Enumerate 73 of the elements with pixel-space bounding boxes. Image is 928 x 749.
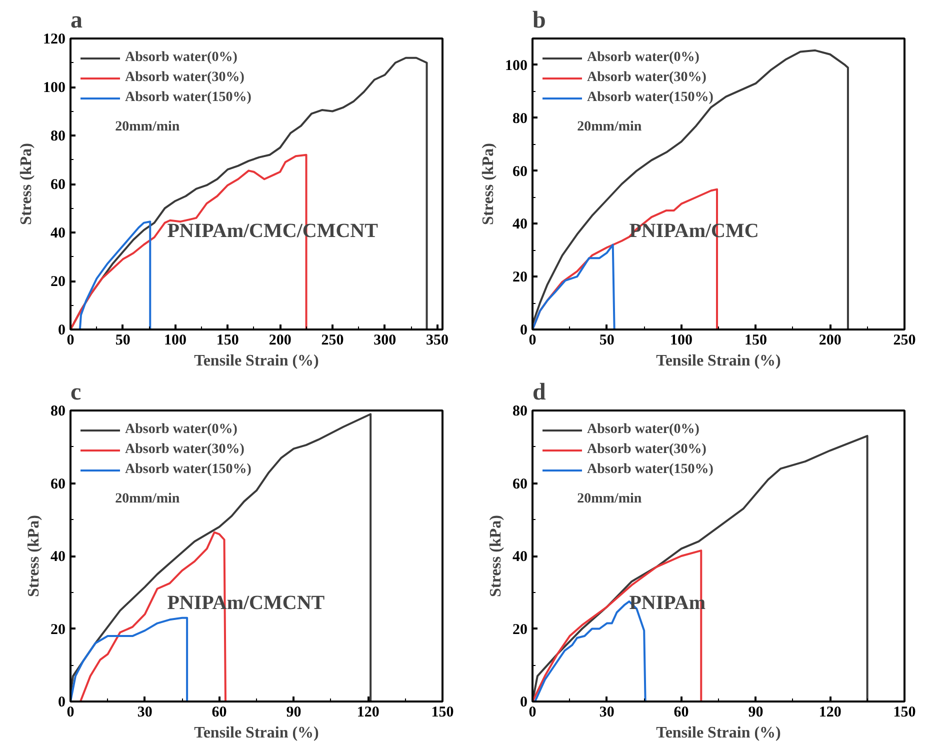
chart-title: d [532, 380, 546, 406]
y-tick-label: 20 [512, 622, 528, 638]
annotation: 20mm/min [577, 492, 642, 507]
x-tick-label: 30 [599, 704, 614, 720]
y-tick-label: 80 [512, 404, 528, 420]
y-tick-label: 120 [43, 32, 66, 48]
annotation: 20mm/min [115, 492, 180, 507]
y-tick-label: 80 [50, 404, 66, 420]
legend-label: Absorb water(0%) [587, 422, 700, 438]
x-tick-label: 100 [670, 332, 693, 348]
x-tick-label: 60 [674, 704, 689, 720]
y-tick-label: 40 [512, 216, 528, 233]
legend-label: Absorb water(0%) [125, 422, 238, 438]
y-tick-label: 40 [50, 549, 66, 565]
y-tick-label: 60 [50, 177, 66, 193]
x-axis-title: Tensile Strain (%) [656, 724, 781, 742]
x-axis-title: Tensile Strain (%) [656, 352, 781, 370]
legend-label: Absorb water(30%) [587, 70, 706, 86]
legend-label: Absorb water(150%) [125, 90, 252, 106]
y-tick-label: 100 [43, 80, 66, 96]
x-tick-label: 50 [115, 332, 130, 348]
x-tick-label: 50 [599, 332, 614, 348]
y-tick-label: 60 [50, 476, 66, 492]
y-tick-label: 80 [512, 110, 528, 127]
x-tick-label: 90 [748, 704, 764, 720]
chart-title: a [70, 8, 82, 34]
x-tick-label: 300 [374, 332, 396, 348]
x-tick-label: 250 [321, 332, 344, 348]
y-axis-title: Stress (kPa) [488, 515, 504, 597]
x-tick-label: 150 [431, 704, 454, 720]
x-tick-label: 150 [216, 332, 239, 348]
annotation: 20mm/min [115, 120, 180, 135]
x-tick-label: 250 [893, 332, 916, 348]
y-axis-title: Stress (kPa) [26, 515, 42, 597]
x-tick-label: 90 [286, 704, 302, 720]
chart-title: c [70, 380, 82, 406]
legend-label: Absorb water(0%) [587, 50, 700, 66]
chart-title: b [532, 8, 546, 34]
legend-label: Absorb water(150%) [587, 90, 714, 106]
x-tick-label: 350 [426, 332, 449, 348]
x-tick-label: 120 [818, 704, 842, 720]
y-tick-label: 20 [50, 274, 66, 290]
x-tick-label: 100 [164, 332, 187, 348]
legend-label: Absorb water(30%) [125, 442, 244, 458]
legend-label: Absorb water(150%) [125, 462, 252, 478]
y-axis-title: Stress (kPa) [18, 143, 35, 225]
y-tick-label: 0 [58, 694, 66, 710]
y-tick-label: 80 [50, 128, 66, 144]
x-tick-label: 30 [137, 704, 152, 720]
x-tick-label: 200 [268, 332, 292, 348]
y-axis-title: Stress (kPa) [480, 143, 497, 225]
x-axis-title: Tensile Strain (%) [194, 352, 319, 370]
y-tick-label: 60 [512, 476, 528, 492]
annotation: 20mm/min [577, 120, 642, 135]
y-tick-label: 60 [512, 164, 528, 180]
x-tick-label: 150 [893, 704, 916, 720]
legend-label: Absorb water(30%) [125, 70, 244, 86]
x-tick-label: 120 [356, 704, 380, 720]
y-tick-label: 0 [520, 694, 528, 710]
x-axis-title: Tensile Strain (%) [194, 724, 319, 742]
y-tick-label: 40 [50, 226, 66, 242]
legend-label: Absorb water(0%) [125, 50, 238, 66]
y-tick-label: 20 [50, 622, 66, 638]
x-tick-label: 60 [212, 704, 227, 720]
y-tick-label: 100 [505, 58, 528, 74]
y-tick-label: 20 [512, 270, 528, 286]
y-tick-label: 0 [520, 322, 528, 338]
y-tick-label: 0 [58, 322, 66, 338]
x-tick-label: 200 [818, 332, 842, 348]
x-tick-label: 150 [744, 332, 767, 348]
y-tick-label: 40 [512, 549, 528, 565]
legend-label: Absorb water(30%) [587, 442, 706, 458]
legend-label: Absorb water(150%) [587, 462, 714, 478]
